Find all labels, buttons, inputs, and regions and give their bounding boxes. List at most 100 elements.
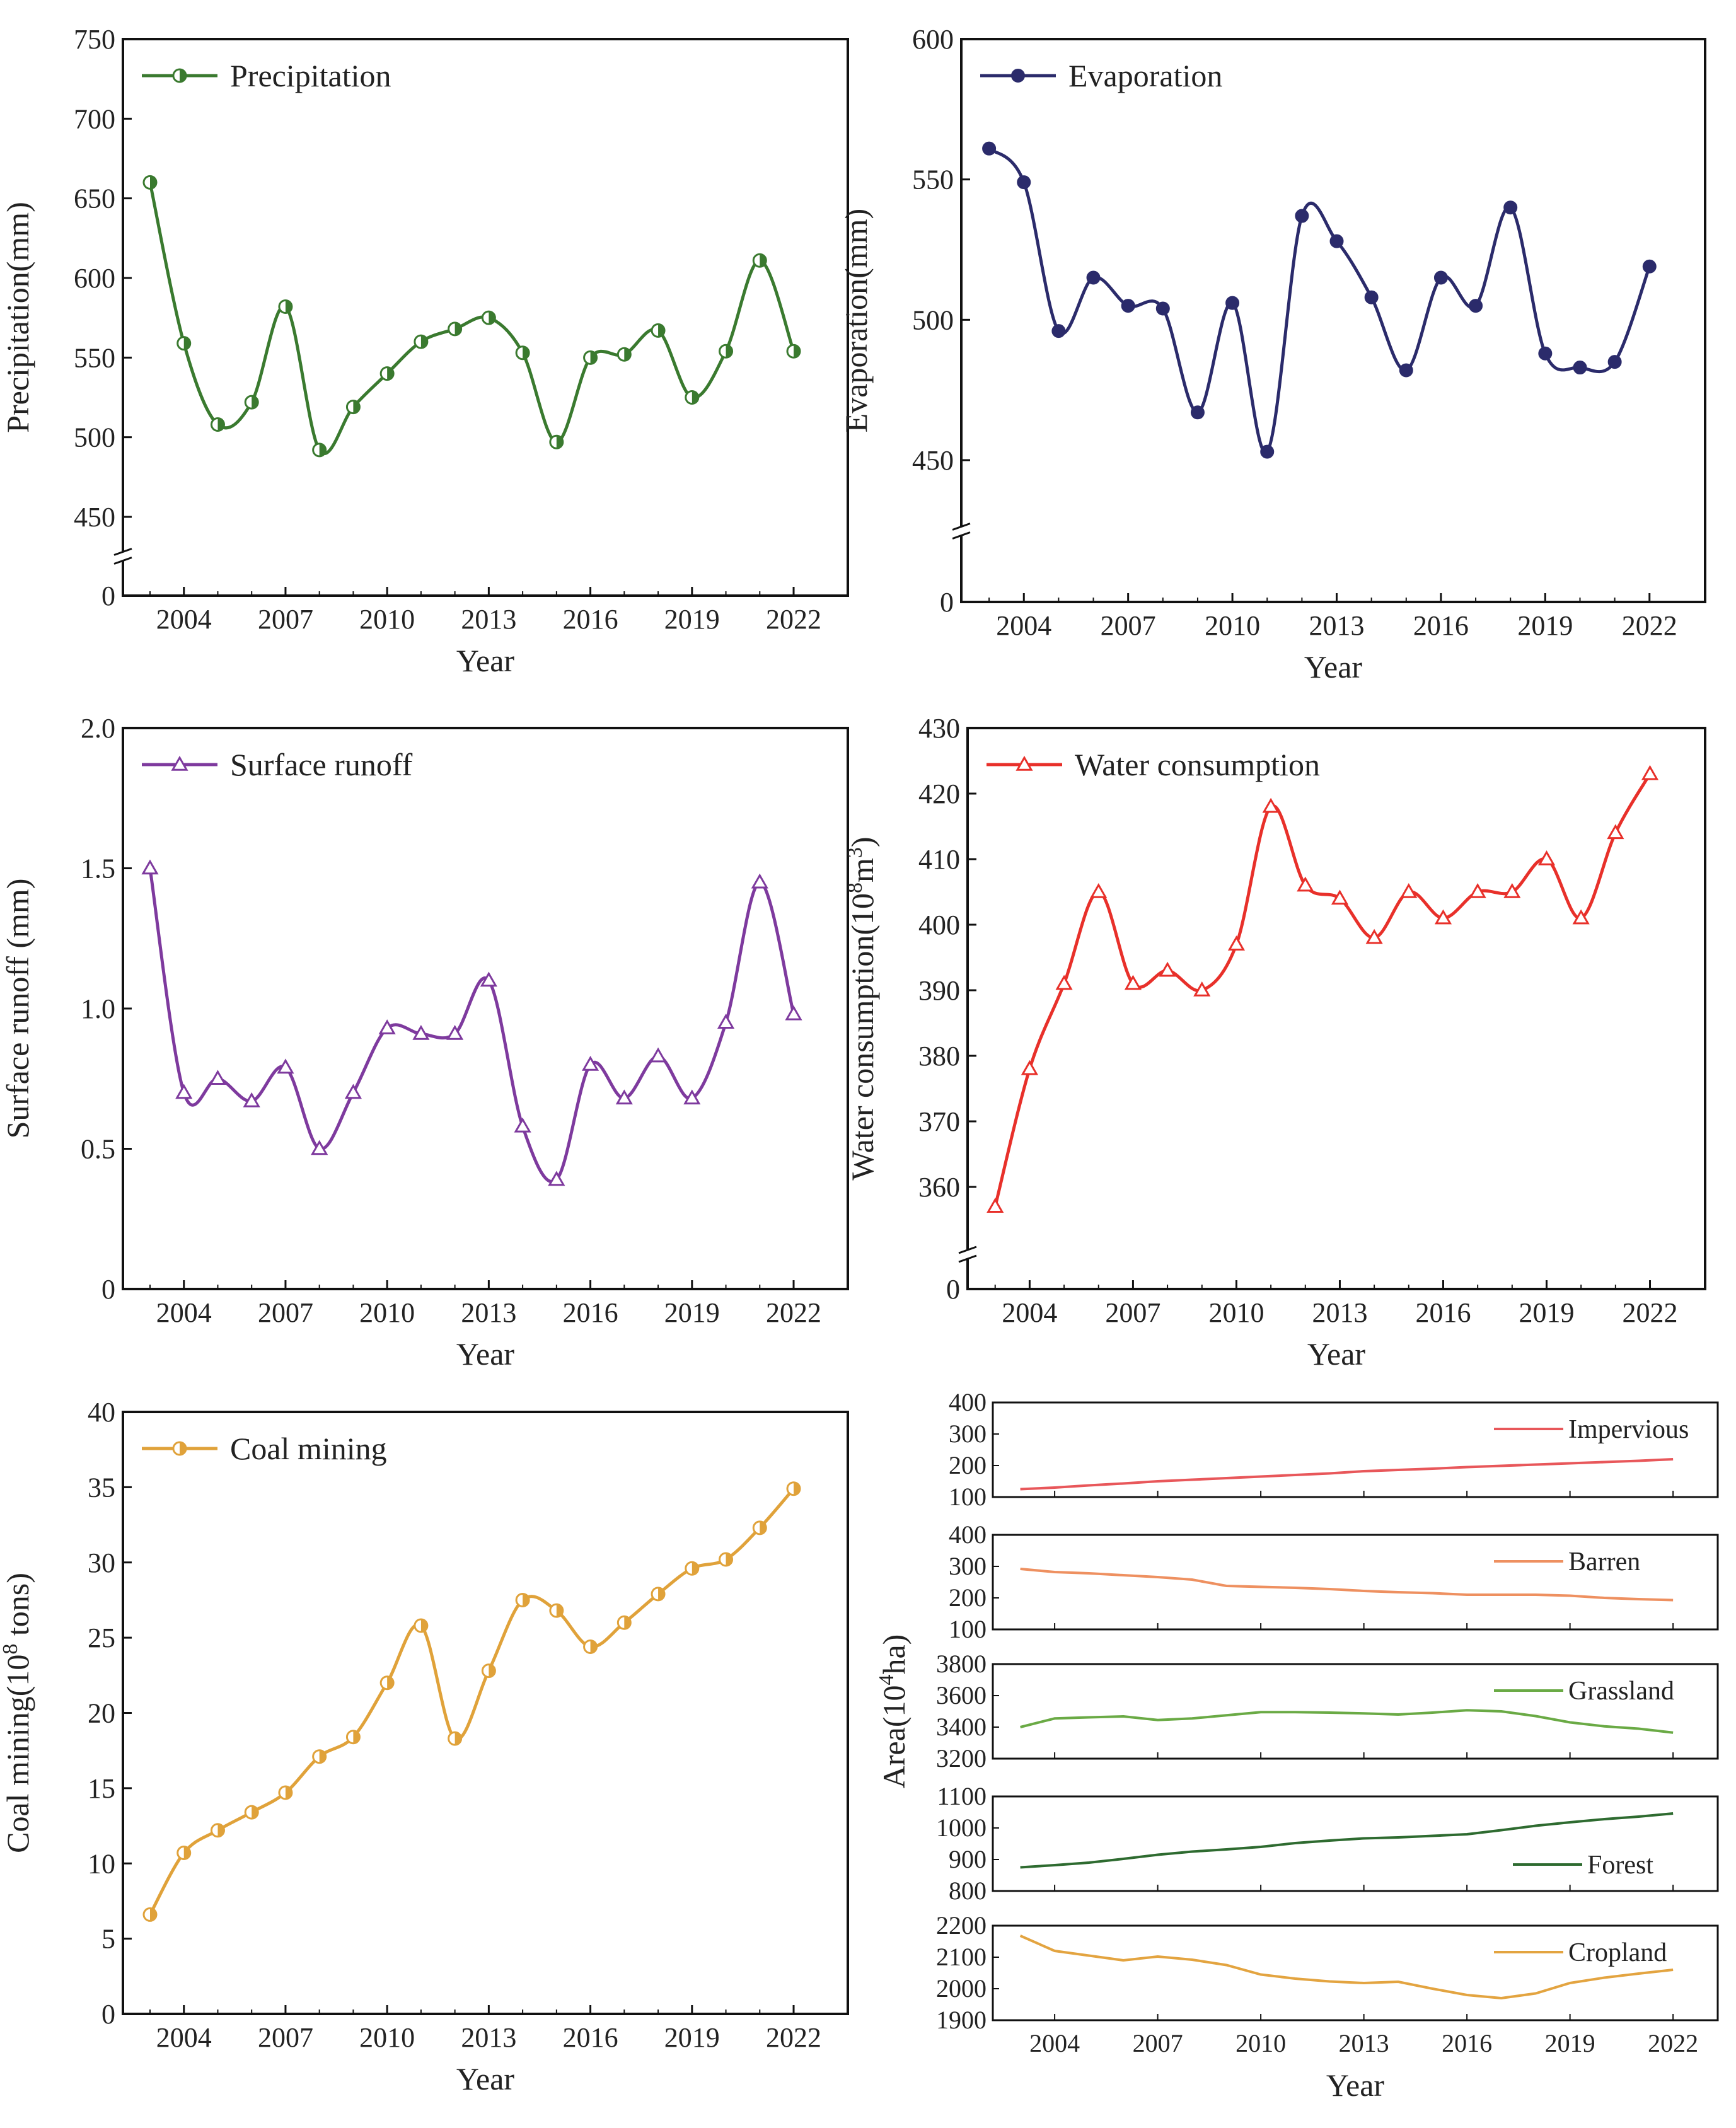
runoff-legend-label: Surface runoff <box>230 747 413 782</box>
water-xtick-label: 2016 <box>1415 1297 1471 1328</box>
runoff-ytick-label: 2.0 <box>81 713 115 744</box>
precip-point-2005-half <box>217 418 224 431</box>
coal-point-2019-half <box>692 1562 698 1575</box>
coal-point-2016-half <box>590 1640 597 1653</box>
precip-legend-marker-half <box>180 69 186 82</box>
evap-xtick-label: 2013 <box>1309 610 1365 641</box>
precip-point-2019 <box>685 390 700 405</box>
precip-point-2020 <box>719 344 734 359</box>
evap-point-2021 <box>1607 355 1622 369</box>
landuse-xtick-label: 2022 <box>1648 2029 1698 2057</box>
evap-point-2003 <box>982 141 997 156</box>
precip-point-2019-half <box>692 391 698 404</box>
coal-point-2011-half <box>420 1619 427 1633</box>
water-ytick-label: 420 <box>918 778 960 809</box>
landuse-ytick-label: 200 <box>949 1583 987 1612</box>
coal-ylabel: Coal mining(108 tons) <box>0 1573 35 1853</box>
evap-point-2020 <box>1573 361 1587 375</box>
runoff-ytick-label: 0.5 <box>81 1134 115 1165</box>
coal-point-2005-half <box>217 1824 224 1837</box>
runoff-point-2011 <box>412 1025 430 1040</box>
coal-ytick-label: 40 <box>88 1397 115 1428</box>
water-ylabel-part: ) <box>845 836 880 847</box>
evap-point-2015 <box>1399 363 1413 378</box>
evap-point-2017 <box>1469 299 1483 313</box>
coal-ylabel-part: tons) <box>0 1573 35 1644</box>
coal-ylabel-part: 8 <box>0 1644 22 1655</box>
evap-point-2009 <box>1190 405 1205 420</box>
precip-point-2013-half <box>489 311 495 325</box>
landuse-ytick-label: 1900 <box>936 2006 987 2034</box>
coal-point-2022-half <box>794 1482 801 1495</box>
precip-ylabel: Precipitation(mm) <box>0 202 35 433</box>
precip-point-2020-half <box>726 345 732 358</box>
landuse-ytick-label: 3600 <box>936 1681 987 1709</box>
water-series-line <box>993 773 1652 1207</box>
precip-ytick-label: 0 <box>101 581 115 611</box>
evap-point-2011 <box>1260 444 1275 459</box>
precip-point-2010-half <box>387 367 394 380</box>
evap-point-2006 <box>1086 270 1101 285</box>
precip-xtick-label: 2013 <box>461 604 516 635</box>
evap-point-2012 <box>1295 209 1309 223</box>
precip-legend-label: Precipitation <box>230 58 391 93</box>
water-point-2022 <box>1641 765 1659 780</box>
water-ytick-label: 0 <box>946 1274 960 1305</box>
runoff-point-2018 <box>649 1047 667 1063</box>
precip-xlabel: Year <box>456 643 514 678</box>
chart-water: 0 360 370 380 390 400 410 420 430 2004 2007 2010 201… <box>843 713 1706 1372</box>
runoff-point-2012 <box>446 1025 464 1040</box>
coal-point-2004 <box>176 1846 192 1861</box>
precip-xtick-label: 2016 <box>563 604 618 635</box>
water-frame <box>966 727 1706 1290</box>
water-point-2012 <box>1297 876 1314 892</box>
evap-xlabel: Year <box>1304 649 1362 685</box>
runoff-point-2020 <box>717 1014 735 1029</box>
coal-xtick-label: 2022 <box>766 2022 821 2053</box>
evap-point-2005 <box>1051 324 1066 338</box>
coal-point-2010-half <box>387 1676 394 1689</box>
runoff-ylabel: Surface runoff (mm) <box>0 879 35 1139</box>
landuse-ylabel-part: Area(10 <box>876 1686 911 1789</box>
precip-point-2016 <box>583 350 598 365</box>
landuse-xtick-label: 2007 <box>1133 2029 1183 2057</box>
water-ylabel-part: Water consumption(10 <box>845 893 880 1181</box>
coal-legend-marker <box>172 1441 187 1456</box>
precip-point-2009 <box>345 400 361 415</box>
evap-point-2018 <box>1503 200 1518 215</box>
coal-point-2008-half <box>319 1750 326 1763</box>
landuse-xlabel: Year <box>1326 2067 1384 2103</box>
coal-point-2012-half <box>454 1732 461 1745</box>
precip-point-2018 <box>651 323 666 338</box>
evap-point-2013 <box>1329 234 1344 248</box>
coal-point-2021-half <box>760 1521 767 1534</box>
water-point-2015 <box>1400 882 1418 898</box>
water-ylabel-part: 3 <box>843 847 867 858</box>
precip-point-2012 <box>448 321 463 337</box>
precip-xtick-label: 2010 <box>359 604 415 635</box>
landuse-ytick-label: 3400 <box>936 1713 987 1741</box>
precip-point-2008-half <box>319 443 326 456</box>
landuse-Forest-frame <box>992 1795 1719 1892</box>
landuse-ytick-label: 300 <box>949 1552 987 1580</box>
landuse-Impervious-frame <box>992 1401 1719 1498</box>
evap-xtick-label: 2016 <box>1413 610 1469 641</box>
water-ylabel: Water consumption(108m3) <box>843 836 880 1180</box>
coal-ytick-label: 5 <box>101 1924 115 1955</box>
runoff-ytick-label: 0 <box>101 1274 115 1305</box>
evap-ytick-label: 500 <box>912 304 954 335</box>
coal-ytick-label: 25 <box>88 1622 115 1653</box>
water-point-2006 <box>1090 882 1108 898</box>
coal-xtick-label: 2007 <box>258 2022 313 2053</box>
landuse-xtick-label: 2004 <box>1029 2029 1080 2057</box>
landuse-Forest-legend-label: Forest <box>1587 1851 1653 1880</box>
precip-point-2017 <box>616 347 632 362</box>
coal-series-line <box>148 1488 795 1916</box>
coal-point-2016 <box>583 1639 598 1654</box>
water-point-2007 <box>1124 974 1142 990</box>
coal-point-2013-half <box>489 1664 495 1677</box>
precip-point-2008 <box>312 442 327 458</box>
precip-point-2013 <box>481 310 496 325</box>
water-point-2003 <box>987 1198 1004 1213</box>
coal-point-2006-half <box>252 1806 258 1819</box>
